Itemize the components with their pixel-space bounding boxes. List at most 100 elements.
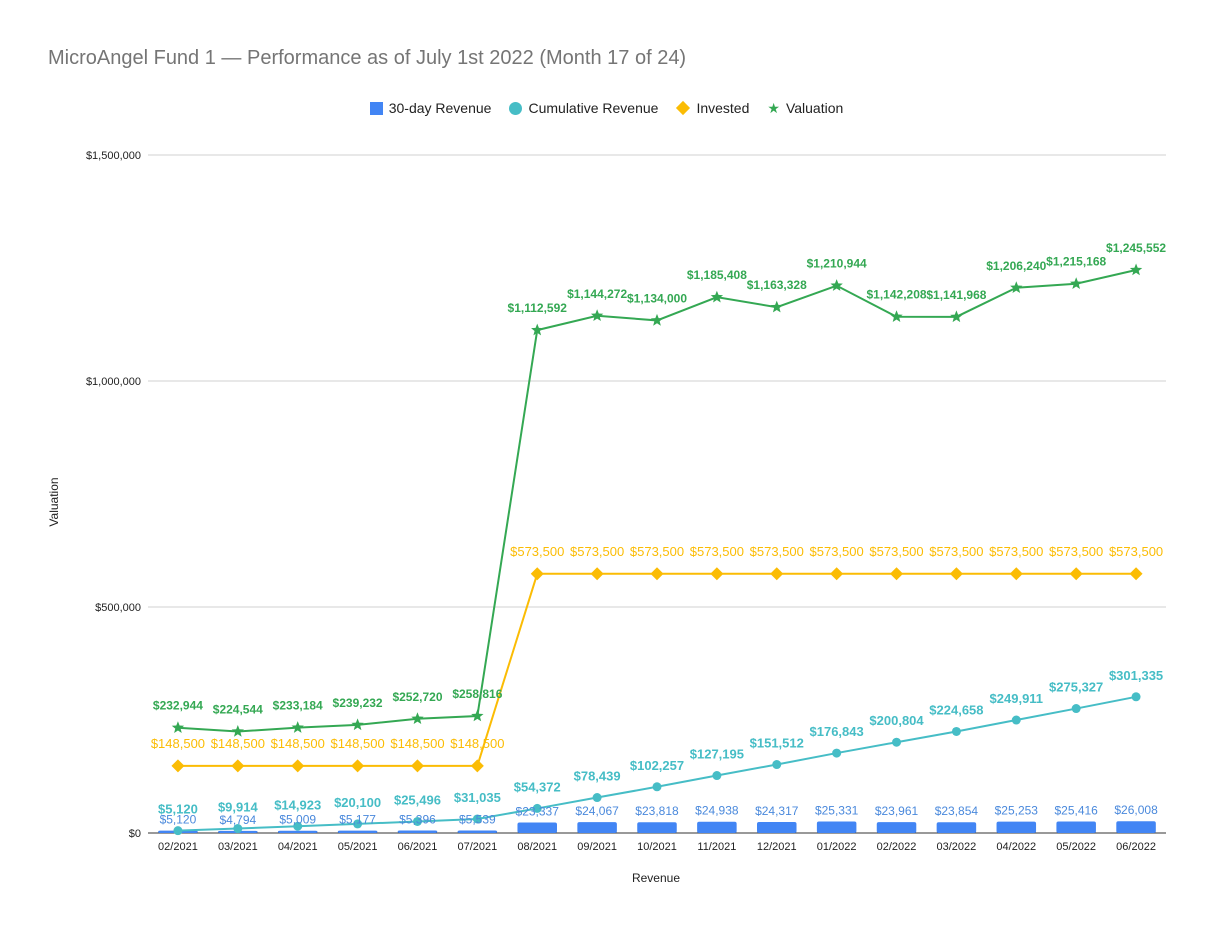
cumulative-revenue-point <box>592 793 602 803</box>
cumulative-revenue-data-label: $78,439 <box>574 769 621 784</box>
cumulative-revenue-data-label: $9,914 <box>218 800 259 815</box>
revenue-data-label: $23,337 <box>516 804 560 818</box>
revenue-data-label: $25,253 <box>995 804 1039 818</box>
invested-data-label: $148,500 <box>390 736 444 751</box>
x-tick-label: 09/2021 <box>577 841 617 853</box>
cumulative-revenue-point <box>1131 692 1141 702</box>
invested-data-label: $573,500 <box>630 544 684 559</box>
invested-point <box>710 567 724 581</box>
cumulative-revenue-point <box>353 819 363 829</box>
cumulative-revenue-point <box>293 821 303 831</box>
valuation-point <box>531 323 544 336</box>
valuation-data-label: $1,141,968 <box>926 288 986 302</box>
cumulative-revenue-point <box>1071 704 1081 714</box>
invested-data-label: $148,500 <box>330 736 384 751</box>
revenue-bar <box>757 822 797 833</box>
cumulative-revenue-data-label: $14,923 <box>274 797 321 812</box>
y-tick-label: $500,000 <box>95 602 141 614</box>
cumulative-revenue-point <box>1011 715 1021 725</box>
valuation-line <box>177 269 1137 733</box>
invested-point <box>770 567 784 581</box>
revenue-bar <box>517 822 557 833</box>
legend-item-invested[interactable]: Invested <box>676 100 749 116</box>
circle-marker-icon <box>509 101 523 115</box>
x-tick-label: 03/2021 <box>218 841 258 853</box>
revenue-data-label: $5,396 <box>399 813 436 827</box>
invested-data-label: $573,500 <box>570 544 624 559</box>
revenue-bar <box>277 830 318 833</box>
invested-point <box>1009 567 1023 581</box>
y-tick-label: $1,500,000 <box>86 150 141 162</box>
valuation-data-label: $1,134,000 <box>627 291 687 305</box>
revenue-data-label: $23,854 <box>935 804 979 818</box>
valuation-point <box>770 300 783 313</box>
legend-item-cumulative-revenue[interactable]: Cumulative Revenue <box>509 100 658 116</box>
cumulative-revenue-data-label: $127,195 <box>690 747 744 762</box>
revenue-data-label: $26,008 <box>1114 803 1158 817</box>
valuation-point <box>890 310 903 322</box>
revenue-bar <box>876 822 917 833</box>
revenue-bar <box>637 822 677 833</box>
legend-item-valuation[interactable]: ★ Valuation <box>767 100 843 116</box>
valuation-data-label: $1,112,592 <box>508 301 568 315</box>
revenue-data-label: $23,818 <box>635 804 679 818</box>
square-marker-icon <box>369 101 383 115</box>
valuation-point <box>471 709 484 722</box>
valuation-data-label: $1,215,168 <box>1046 255 1106 269</box>
invested-point <box>470 759 484 773</box>
cumulative-revenue-point <box>772 760 782 770</box>
revenue-data-label: $23,961 <box>875 804 919 818</box>
x-tick-label: 04/2022 <box>996 841 1036 853</box>
revenue-bar <box>816 821 857 833</box>
x-tick-label: 03/2022 <box>937 841 977 853</box>
invested-data-label: $573,500 <box>750 544 804 559</box>
invested-data-label: $573,500 <box>690 544 744 559</box>
revenue-data-label: $4,794 <box>219 813 256 827</box>
valuation-point <box>411 712 424 725</box>
y-tick-label: $0 <box>129 828 141 840</box>
cumulative-revenue-point <box>173 826 183 836</box>
cumulative-revenue-point <box>951 726 961 736</box>
legend-label: Valuation <box>785 100 844 116</box>
revenue-data-label: $25,331 <box>815 804 859 818</box>
x-tick-label: 08/2021 <box>517 841 557 853</box>
cumulative-revenue-point <box>832 748 842 758</box>
invested-point <box>590 567 604 581</box>
x-tick-label: 06/2022 <box>1116 841 1156 853</box>
invested-data-label: $148,500 <box>151 736 205 751</box>
x-tick-label: 04/2021 <box>278 841 318 853</box>
x-tick-label: 11/2021 <box>697 841 736 853</box>
chart-legend: 30-day Revenue Cumulative Revenue Invest… <box>0 100 1213 116</box>
x-tick-label: 02/2021 <box>158 841 198 853</box>
legend-item-30-day-revenue[interactable]: 30-day Revenue <box>369 100 491 116</box>
revenue-data-label: $5,539 <box>459 812 496 826</box>
y-tick-label: $1,000,000 <box>86 376 141 388</box>
legend-label: Cumulative Revenue <box>528 100 659 116</box>
cumulative-revenue-data-label: $275,327 <box>1049 680 1103 695</box>
valuation-point <box>710 290 724 303</box>
revenue-data-label: $5,009 <box>279 813 316 827</box>
valuation-point <box>950 310 963 323</box>
valuation-point <box>291 721 304 733</box>
valuation-point <box>171 721 185 733</box>
cumulative-revenue-data-label: $176,843 <box>810 724 864 739</box>
invested-data-label: $573,500 <box>1049 544 1103 559</box>
cumulative-revenue-data-label: $301,335 <box>1109 668 1163 683</box>
invested-data-label: $573,500 <box>510 544 564 559</box>
x-tick-label: 07/2021 <box>457 841 497 853</box>
revenue-bar <box>1056 821 1096 833</box>
revenue-data-label: $24,938 <box>695 804 739 818</box>
revenue-data-label: $5,120 <box>160 813 197 827</box>
revenue-bar <box>697 821 737 833</box>
valuation-point <box>1010 281 1023 294</box>
cumulative-revenue-point <box>412 816 422 826</box>
valuation-data-label: $1,144,272 <box>567 287 627 301</box>
cumulative-revenue-data-label: $54,372 <box>514 779 561 794</box>
revenue-bar <box>936 822 977 833</box>
invested-data-label: $573,500 <box>1109 544 1163 559</box>
invested-point <box>890 567 904 581</box>
invested-point <box>949 567 963 581</box>
valuation-point <box>231 725 245 737</box>
valuation-data-label: $1,210,944 <box>807 257 867 271</box>
